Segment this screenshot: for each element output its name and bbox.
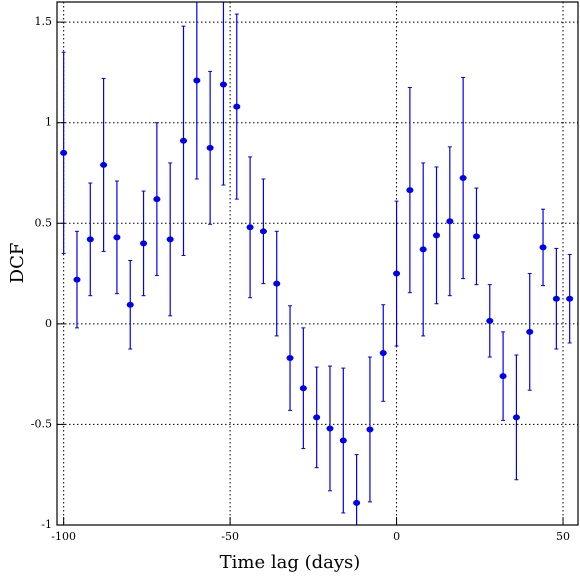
x-tick-label: 0 [393,530,400,543]
point [166,236,174,243]
point [446,218,454,225]
error-bar [194,2,199,180]
point [299,385,307,392]
point [379,350,387,357]
y-tick-label: -0.5 [31,417,52,430]
x-tick-label: -50 [221,530,239,543]
point [539,244,547,251]
point [313,414,321,421]
point [233,103,241,110]
point [353,499,361,506]
point [140,240,148,247]
point [73,276,81,283]
point [286,355,294,362]
point [259,228,267,235]
point [219,81,227,88]
point [459,175,467,182]
point [180,137,188,144]
point [153,196,161,203]
point [100,161,108,168]
plot-frame [56,1,579,526]
point [193,77,201,84]
x-tick-label: 50 [556,530,570,543]
point [433,232,441,239]
point [393,270,401,277]
point [206,144,214,151]
point [419,246,427,253]
grid [57,2,578,526]
y-tick-label: 0.5 [35,216,53,229]
point [126,301,134,308]
point [406,187,414,194]
point [499,373,507,380]
point [113,234,121,241]
point [60,149,68,156]
y-tick-label: -1 [41,518,52,531]
plot-area [60,2,574,525]
error-bar [221,2,226,186]
point [273,280,281,287]
x-tick-label: -100 [51,530,76,543]
y-axis-label: DCF [7,243,28,284]
point [246,224,254,231]
point [566,295,574,302]
point [339,437,347,444]
point [472,233,480,240]
point [326,425,334,432]
y-tick-label: 1 [45,116,52,129]
point [512,414,520,421]
y-tick-label: 1.5 [35,15,53,28]
point [526,328,534,335]
point [366,426,374,433]
point [86,236,94,243]
x-axis-label: Time lag (days) [220,552,361,573]
point [486,317,494,324]
y-tick-label: 0 [45,317,52,330]
point [552,295,560,302]
